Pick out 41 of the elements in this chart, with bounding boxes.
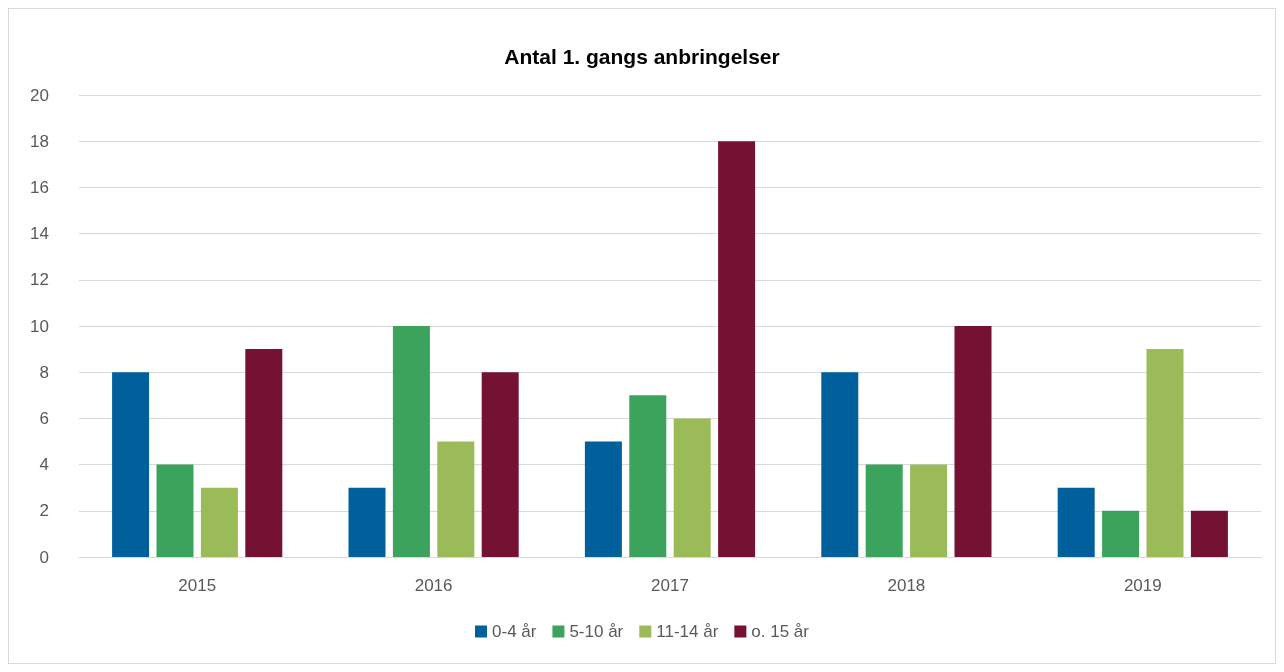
bar xyxy=(1146,349,1184,557)
chart-title: Antal 1. gangs anbringelser xyxy=(504,45,780,68)
bar xyxy=(673,418,711,557)
bar xyxy=(392,326,430,557)
legend-label: 5-10 år xyxy=(569,622,624,641)
legend-label: 0-4 år xyxy=(492,622,537,641)
y-tick-label: 16 xyxy=(30,177,49,197)
x-tick-label: 2016 xyxy=(414,576,453,595)
y-tick-label: 2 xyxy=(39,501,49,521)
y-tick-label: 8 xyxy=(39,362,49,382)
bar xyxy=(437,441,475,557)
y-tick-label: 0 xyxy=(39,547,49,567)
bar xyxy=(629,395,667,557)
bar xyxy=(1057,487,1095,557)
bar xyxy=(910,464,948,557)
bar xyxy=(821,372,859,557)
y-tick-label: 6 xyxy=(39,408,49,428)
bar xyxy=(954,326,992,557)
legend-label: o. 15 år xyxy=(751,622,810,641)
bar xyxy=(718,141,756,557)
x-tick-label: 2015 xyxy=(178,576,217,595)
bar xyxy=(865,464,903,557)
y-tick-label: 10 xyxy=(30,316,49,336)
bar xyxy=(481,372,519,557)
x-tick-label: 2018 xyxy=(887,576,926,595)
legend-label: 11-14 år xyxy=(656,622,719,641)
bar xyxy=(156,464,194,557)
y-tick-label: 12 xyxy=(30,270,49,290)
bar xyxy=(348,487,386,557)
y-tick-label: 4 xyxy=(39,455,49,475)
x-tick-label: 2017 xyxy=(651,576,689,595)
bar xyxy=(1102,510,1140,557)
bar xyxy=(112,372,150,557)
y-tick-label: 18 xyxy=(30,131,49,151)
bar xyxy=(1190,510,1228,557)
y-tick-label: 20 xyxy=(30,85,49,105)
bar xyxy=(200,487,238,557)
y-tick-label: 14 xyxy=(30,224,49,244)
bar xyxy=(245,349,283,557)
bar xyxy=(584,441,622,557)
x-tick-label: 2019 xyxy=(1123,576,1162,595)
